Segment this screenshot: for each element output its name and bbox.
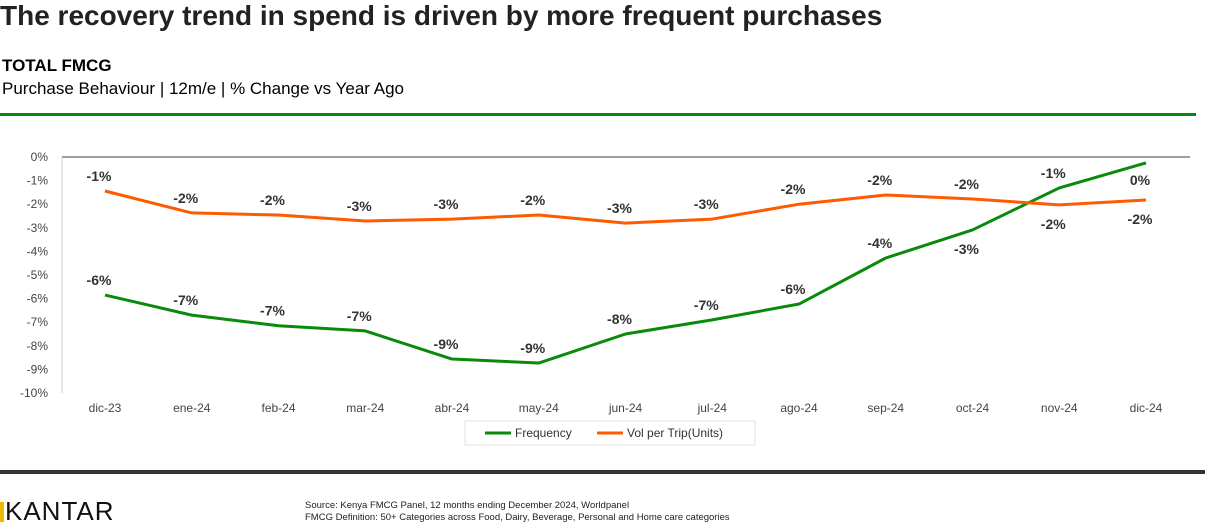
data-label: -2% — [1041, 216, 1066, 232]
x-tick-label: sep-24 — [867, 401, 904, 415]
data-label: -8% — [607, 311, 632, 327]
data-label: -3% — [694, 196, 719, 212]
x-tick-label: jul-24 — [697, 401, 728, 415]
data-label: -7% — [694, 297, 719, 313]
data-label: -2% — [781, 181, 806, 197]
data-label: -2% — [954, 176, 979, 192]
chart-subheading: Purchase Behaviour | 12m/e | % Change vs… — [2, 79, 404, 98]
y-tick-label: -10% — [20, 386, 48, 400]
footer-divider — [0, 470, 1205, 474]
data-label: -7% — [173, 292, 198, 308]
y-tick-label: -2% — [27, 197, 49, 211]
data-label: -7% — [260, 303, 285, 319]
data-label: -3% — [347, 198, 372, 214]
y-tick-label: 0% — [31, 150, 49, 164]
chart-heading: TOTAL FMCG — [2, 56, 112, 75]
x-tick-label: may-24 — [519, 401, 559, 415]
x-tick-label: mar-24 — [346, 401, 384, 415]
x-tick-label: ene-24 — [173, 401, 211, 415]
data-label: -3% — [434, 196, 459, 212]
y-tick-label: -7% — [27, 315, 49, 329]
data-label: -2% — [173, 190, 198, 206]
y-tick-label: -4% — [27, 244, 49, 258]
data-label: -2% — [867, 172, 892, 188]
footnote: Source: Kenya FMCG Panel, 12 months endi… — [305, 500, 730, 524]
x-tick-label: dic-24 — [1130, 401, 1163, 415]
y-tick-label: -8% — [27, 339, 49, 353]
y-tick-label: -1% — [27, 174, 49, 188]
y-tick-label: -3% — [27, 221, 49, 235]
data-label: -9% — [520, 340, 545, 356]
y-tick-label: -5% — [27, 268, 49, 282]
series-line-frequency — [104, 161, 1147, 365]
legend-label: Frequency — [515, 426, 572, 440]
series-line-vol-per-trip — [104, 189, 1147, 225]
header-divider — [0, 113, 1196, 116]
data-label: 0% — [1130, 172, 1151, 188]
data-label: -1% — [1041, 165, 1066, 181]
data-label: -2% — [260, 192, 285, 208]
data-label: -1% — [87, 168, 112, 184]
source-note: Source: Kenya FMCG Panel, 12 months endi… — [305, 500, 630, 511]
data-label: -3% — [607, 200, 632, 216]
x-tick-label: ago-24 — [780, 401, 818, 415]
data-label: -6% — [87, 272, 112, 288]
legend-label: Vol per Trip(Units) — [627, 426, 723, 440]
data-label: -7% — [347, 308, 372, 324]
x-tick-label: feb-24 — [261, 401, 295, 415]
line-chart: 0% -1% -2% -3% -4% -5% -6% -7% -8% -9% -10% dic-23 e… — [20, 150, 1190, 446]
x-tick-label: jun-24 — [608, 401, 643, 415]
data-label: -3% — [954, 241, 979, 257]
page-title: The recovery trend in spend is driven by… — [0, 0, 883, 31]
y-tick-label: -9% — [27, 362, 49, 376]
kantar-logo: KANTAR — [0, 496, 115, 527]
x-tick-label: nov-24 — [1041, 401, 1078, 415]
data-label: -2% — [520, 192, 545, 208]
x-tick-label: abr-24 — [435, 401, 470, 415]
data-label: -4% — [867, 235, 892, 251]
x-tick-label: dic-23 — [89, 401, 122, 415]
y-tick-label: -6% — [27, 292, 49, 306]
data-label: -6% — [781, 281, 806, 297]
data-label: -9% — [434, 336, 459, 352]
definition-note: FMCG Definition: 50+ Categories across F… — [305, 512, 730, 523]
x-tick-label: oct-24 — [956, 401, 990, 415]
data-label: -2% — [1128, 211, 1153, 227]
